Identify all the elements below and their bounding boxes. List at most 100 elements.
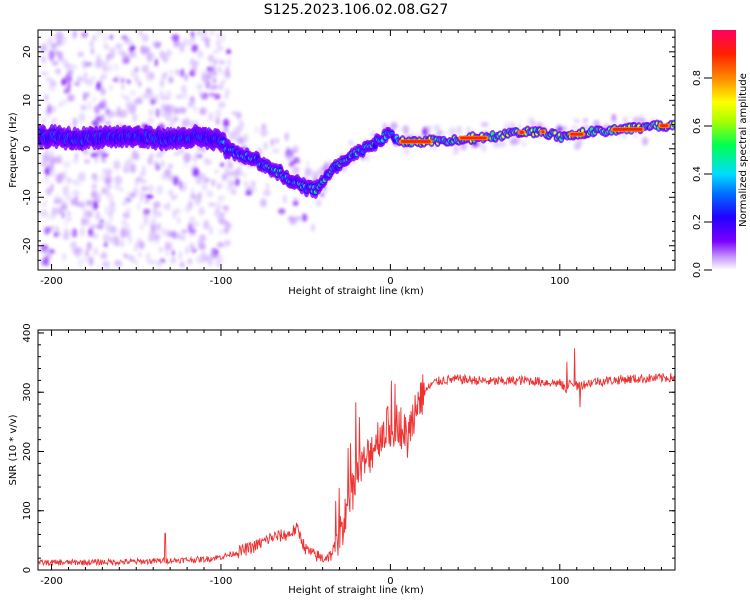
spectrogram-noise-blob: [263, 188, 271, 197]
spectrogram-noise-blob: [78, 112, 86, 123]
spectrogram-noise-blob: [225, 170, 233, 176]
spectrogram-noise-blob: [217, 254, 224, 264]
spectrogram-noise-blob: [284, 132, 289, 141]
spectrogram-noise-blob: [610, 116, 618, 124]
spectrogram-noise-blob: [81, 217, 86, 226]
spectrogram-noise-blob: [99, 252, 108, 260]
spectrogram-noise-blob: [42, 201, 46, 207]
spectrogram-noise-blob: [140, 186, 149, 191]
spectrogram-noise-blob: [480, 122, 489, 127]
spectrogram-noise-blob: [39, 209, 48, 218]
spectrogram-x-tick-label: -100: [210, 276, 233, 287]
spectrogram-noise-blob: [55, 50, 61, 58]
spectrogram-noise-blob: [171, 34, 180, 42]
spectrogram-noise-blob: [48, 161, 55, 171]
spectrogram-noise-blob: [95, 115, 102, 124]
spectrogram-noise-blob: [227, 58, 232, 67]
spectrogram-noise-blob: [348, 140, 354, 146]
snr-y-tick-label: 100: [22, 501, 33, 520]
spectrogram-noise-blob: [62, 252, 67, 261]
spectrogram-y-tick-label: 0: [22, 146, 33, 152]
spectrogram-noise-blob: [213, 58, 217, 66]
spectrogram-noise-blob: [85, 91, 90, 98]
spectrogram-noise-blob: [312, 170, 319, 178]
spectrogram-noise-blob: [402, 125, 410, 134]
spectrogram-noise-blob: [63, 227, 69, 235]
spectrogram-noise-blob: [215, 108, 222, 118]
spectrogram-noise-blob: [209, 226, 213, 236]
spectrogram-noise-blob: [122, 164, 131, 174]
spectrogram-noise-blob: [83, 91, 87, 102]
spectrogram-noise-blob: [74, 153, 79, 160]
spectrogram-noise-blob: [145, 251, 151, 262]
spectrogram-noise-blob: [157, 261, 161, 269]
spectrogram-noise-blob: [55, 68, 61, 75]
spectrogram-noise-blob: [120, 50, 127, 57]
spectrogram-noise-blob: [49, 79, 57, 87]
spectrogram-noise-blob: [154, 108, 161, 118]
colorbar-tick-label: 0.0: [692, 262, 703, 278]
spectrogram-ridge-mark: [581, 129, 584, 133]
spectrogram-noise-blob: [582, 118, 588, 123]
spectrogram-noise-blob: [61, 98, 68, 105]
spectrogram-noise-blob: [210, 247, 219, 256]
spectrogram-noise-blob: [51, 42, 57, 48]
spectrogram-noise-blob: [222, 205, 229, 210]
spectrogram-noise-blob: [168, 104, 173, 112]
spectrogram-noise-blob: [44, 156, 51, 163]
spectrogram-noise-blob: [480, 143, 487, 153]
spectrogram-noise-blob: [53, 231, 58, 238]
spectrogram-noise-blob: [101, 158, 107, 163]
spectrogram-noise-blob: [573, 118, 581, 124]
spectrogram-noise-blob: [62, 170, 67, 181]
spectrogram-noise-blob: [90, 190, 98, 199]
colorbar-tick-label: 0.6: [692, 118, 703, 134]
spectrogram-noise-blob: [166, 50, 173, 56]
spectrogram-noise-blob: [154, 161, 158, 167]
spectrogram-noise-blob: [49, 225, 58, 232]
spectrogram-noise-blob: [255, 126, 259, 134]
spectrogram-noise-blob: [72, 240, 77, 250]
spectrogram-noise-blob: [261, 123, 267, 130]
spectrogram-noise-blob: [217, 216, 223, 222]
spectrogram-noise-blob: [113, 184, 120, 190]
spectrogram-noise-blob: [106, 112, 112, 119]
spectrogram-noise-blob: [160, 173, 168, 181]
spectrogram-noise-blob: [293, 165, 300, 173]
spectrogram-noise-blob: [122, 212, 131, 219]
spectrogram-noise-blob: [152, 201, 161, 209]
spectrogram-noise-blob: [163, 203, 168, 210]
spectrogram-noise-blob: [105, 106, 110, 112]
spectrogram-noise-blob: [139, 30, 143, 37]
spectrogram-noise-blob: [139, 191, 147, 199]
spectrogram-noise-blob: [139, 178, 147, 185]
spectrogram-noise-blob: [306, 169, 311, 177]
spectrogram-noise-blob: [68, 178, 72, 183]
spectrogram-noise-blob: [215, 206, 220, 215]
spectrogram-noise-blob: [220, 32, 225, 43]
spectrogram-noise-blob: [67, 211, 71, 217]
spectrogram-noise-blob: [104, 62, 108, 67]
spectrogram-noise-blob: [161, 228, 169, 237]
spectrogram-noise-blob: [198, 242, 206, 251]
spectrogram-noise-blob: [156, 185, 164, 195]
spectrogram-noise-blob: [100, 89, 106, 96]
spectrogram-noise-blob: [152, 207, 157, 214]
spectrogram-noise-blob: [86, 241, 92, 251]
spectrogram-noise-blob: [222, 118, 230, 128]
spectrogram-noise-blob: [164, 111, 172, 122]
spectrogram-noise-blob: [321, 187, 328, 194]
spectrogram-noise-blob: [151, 217, 156, 223]
spectrogram-noise-blob: [196, 50, 204, 59]
spectrogram-noise-blob: [231, 169, 240, 178]
spectrogram-noise-blob: [165, 250, 169, 257]
spectrogram-noise-blob: [306, 159, 310, 170]
spectrogram-noise-blob: [178, 178, 183, 187]
spectrogram-noise-blob: [228, 180, 233, 188]
spectrogram-noise-blob: [287, 216, 295, 221]
spectrogram-noise-blob: [119, 109, 128, 118]
spectrogram-noise-blob: [310, 223, 315, 232]
spectrogram-noise-blob: [63, 62, 72, 69]
spectrogram-noise-blob: [145, 71, 154, 82]
spectrogram-noise-blob: [113, 112, 122, 117]
